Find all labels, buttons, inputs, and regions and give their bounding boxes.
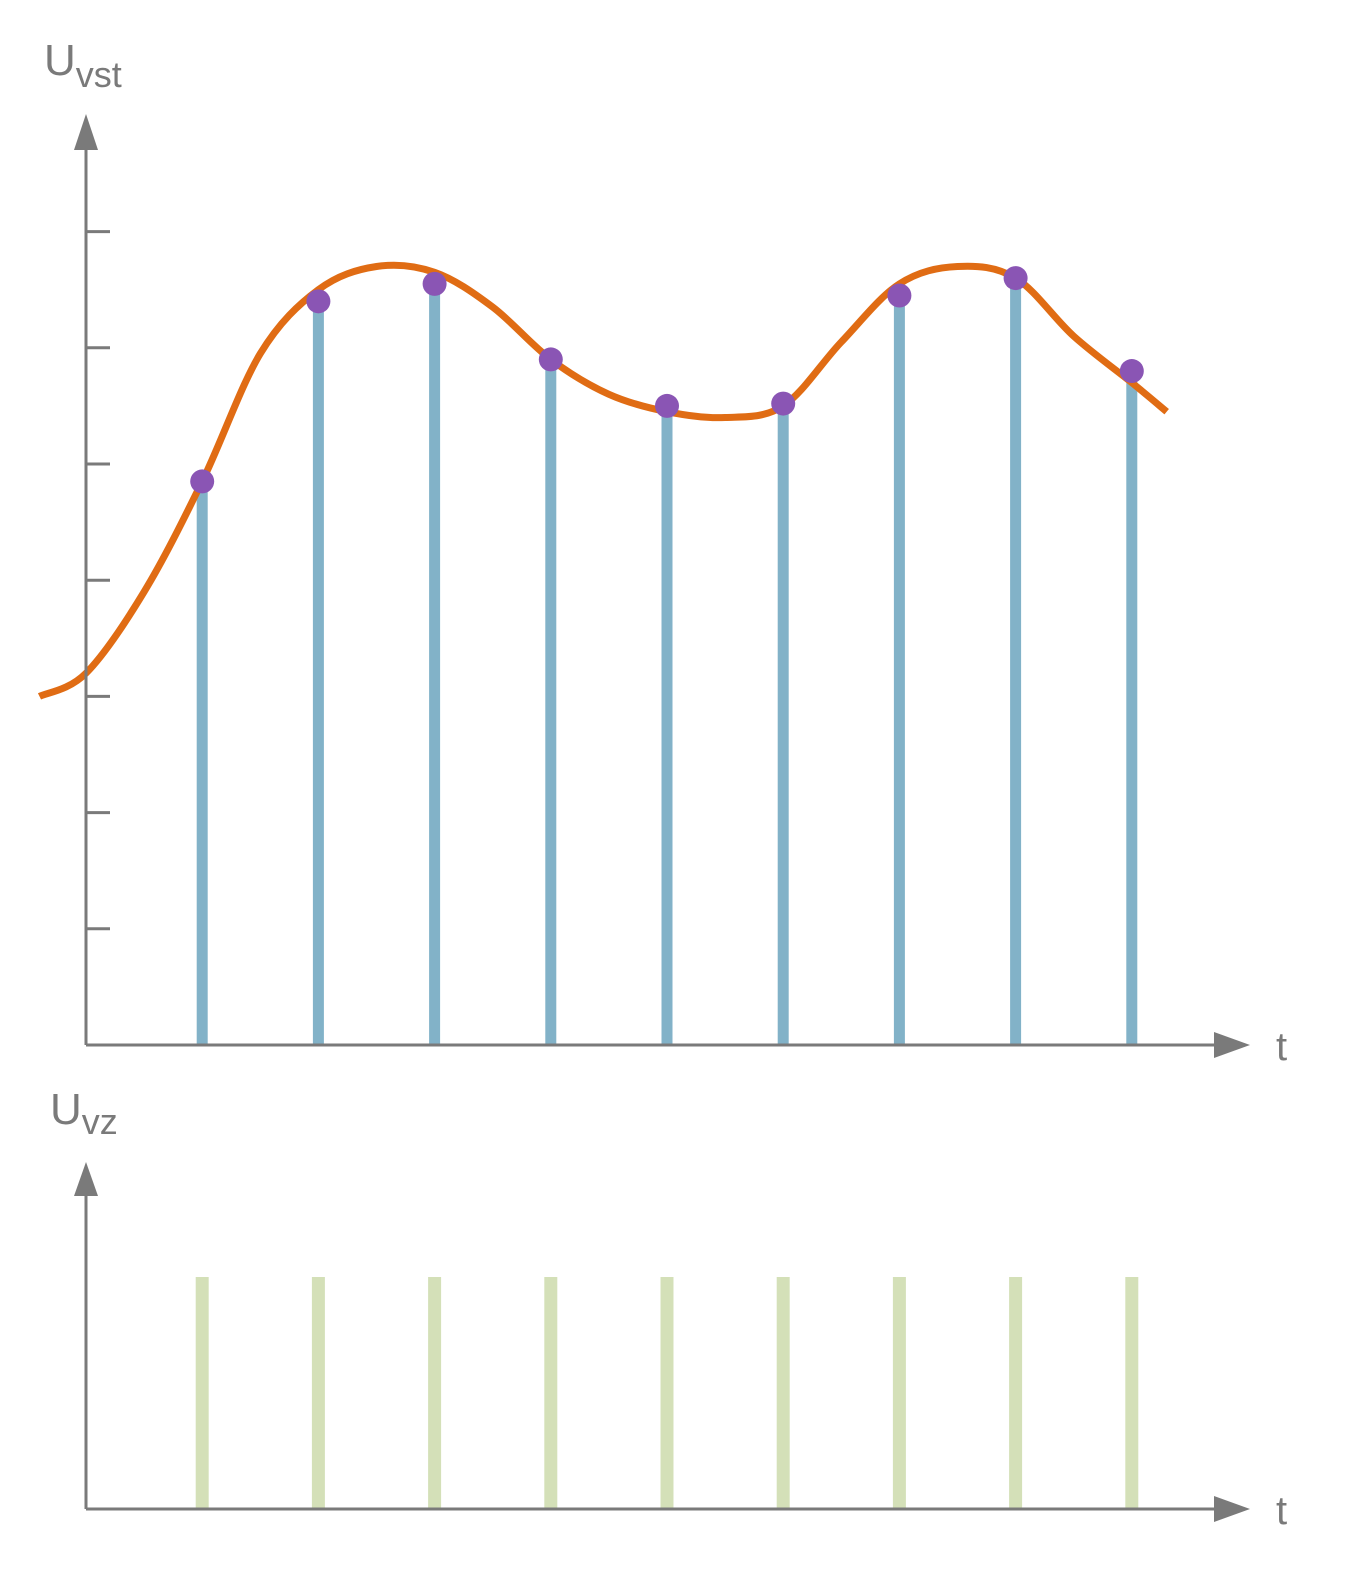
bottom-axes [74,1162,1250,1522]
sample-point [538,347,563,372]
sample-point [887,283,912,308]
bottom-y-axis-arrow [74,1162,98,1196]
bottom-x-axis-arrow [1214,1496,1250,1522]
top-y-axis-arrow [74,114,98,150]
top-axes [74,114,1250,1058]
sample-point [1119,359,1144,384]
sampled-signal-chart: Uvst t [37,36,1287,1069]
top-x-axis-arrow [1214,1032,1250,1058]
sampling-pulses [195,1277,1139,1509]
bottom-y-axis-label: Uvz [50,1085,118,1142]
sample-point [422,271,447,296]
sample-point [190,469,215,494]
sample-stems [196,278,1138,1045]
pulse-train-chart: Uvz t [50,1085,1287,1533]
bottom-x-axis-label: t [1276,1489,1287,1533]
top-y-axis-label: Uvst [44,36,122,95]
sample-point [655,393,679,418]
top-x-axis-label: t [1276,1025,1287,1069]
sample-point [1003,266,1028,291]
sample-points [190,266,1144,494]
sample-point [771,391,796,416]
sample-point [306,289,331,314]
